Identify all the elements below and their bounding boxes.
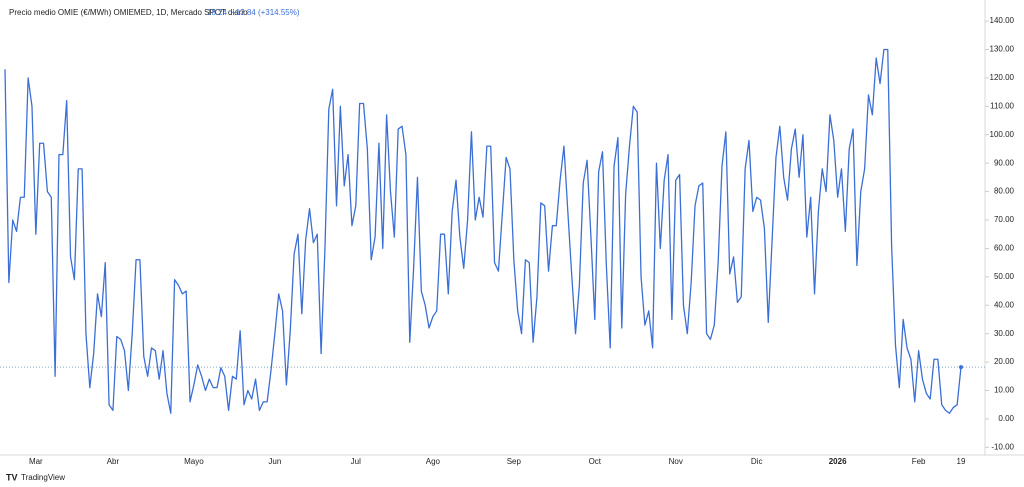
y-tick-label: 120.00 bbox=[990, 73, 1015, 82]
y-tick-label: 20.00 bbox=[994, 357, 1015, 366]
y-tick-label: 40.00 bbox=[994, 300, 1015, 309]
y-tick-label: 110.00 bbox=[990, 101, 1014, 110]
x-tick-label: Jul bbox=[351, 457, 361, 466]
x-tick-label: 2026 bbox=[829, 457, 847, 466]
x-tick-label: Sep bbox=[507, 457, 522, 466]
x-tick-label: 19 bbox=[957, 457, 966, 466]
y-tick-label: 60.00 bbox=[994, 244, 1015, 253]
y-tick-label: 50.00 bbox=[994, 272, 1015, 281]
y-tick-label: -10.00 bbox=[991, 442, 1014, 451]
brand-logo: TV bbox=[6, 472, 18, 482]
x-tick-label: Oct bbox=[589, 457, 602, 466]
y-tick-label: 100.00 bbox=[990, 130, 1015, 139]
x-tick-label: Ago bbox=[426, 457, 441, 466]
x-tick-label: Feb bbox=[912, 457, 926, 466]
chart-title: Precio medio OMIE (€/MWh) OMIEMED, 1D, M… bbox=[9, 8, 248, 17]
price-change: +13.84 (+314.55%) bbox=[231, 8, 300, 17]
y-tick-label: 10.00 bbox=[994, 386, 1015, 395]
x-tick-label: Mar bbox=[29, 457, 43, 466]
y-tick-label: 90.00 bbox=[994, 158, 1015, 167]
y-tick-label: 130.00 bbox=[990, 45, 1015, 54]
y-tick-label: 80.00 bbox=[994, 187, 1015, 196]
y-tick-label: 70.00 bbox=[994, 215, 1015, 224]
y-tick-label: 140.00 bbox=[990, 16, 1015, 25]
x-tick-label: Abr bbox=[107, 457, 120, 466]
y-tick-label: 30.00 bbox=[994, 329, 1015, 338]
x-tick-label: Jun bbox=[268, 457, 281, 466]
x-tick-label: Dic bbox=[751, 457, 763, 466]
x-tick-label: Nov bbox=[669, 457, 683, 466]
y-tick-label: 0.00 bbox=[998, 414, 1014, 423]
brand-name: TradingView bbox=[21, 473, 65, 482]
last-price: 18.24 bbox=[207, 8, 228, 17]
price-line bbox=[4, 48, 962, 414]
x-tick-label: Mayo bbox=[184, 457, 204, 466]
last-point bbox=[959, 365, 963, 370]
